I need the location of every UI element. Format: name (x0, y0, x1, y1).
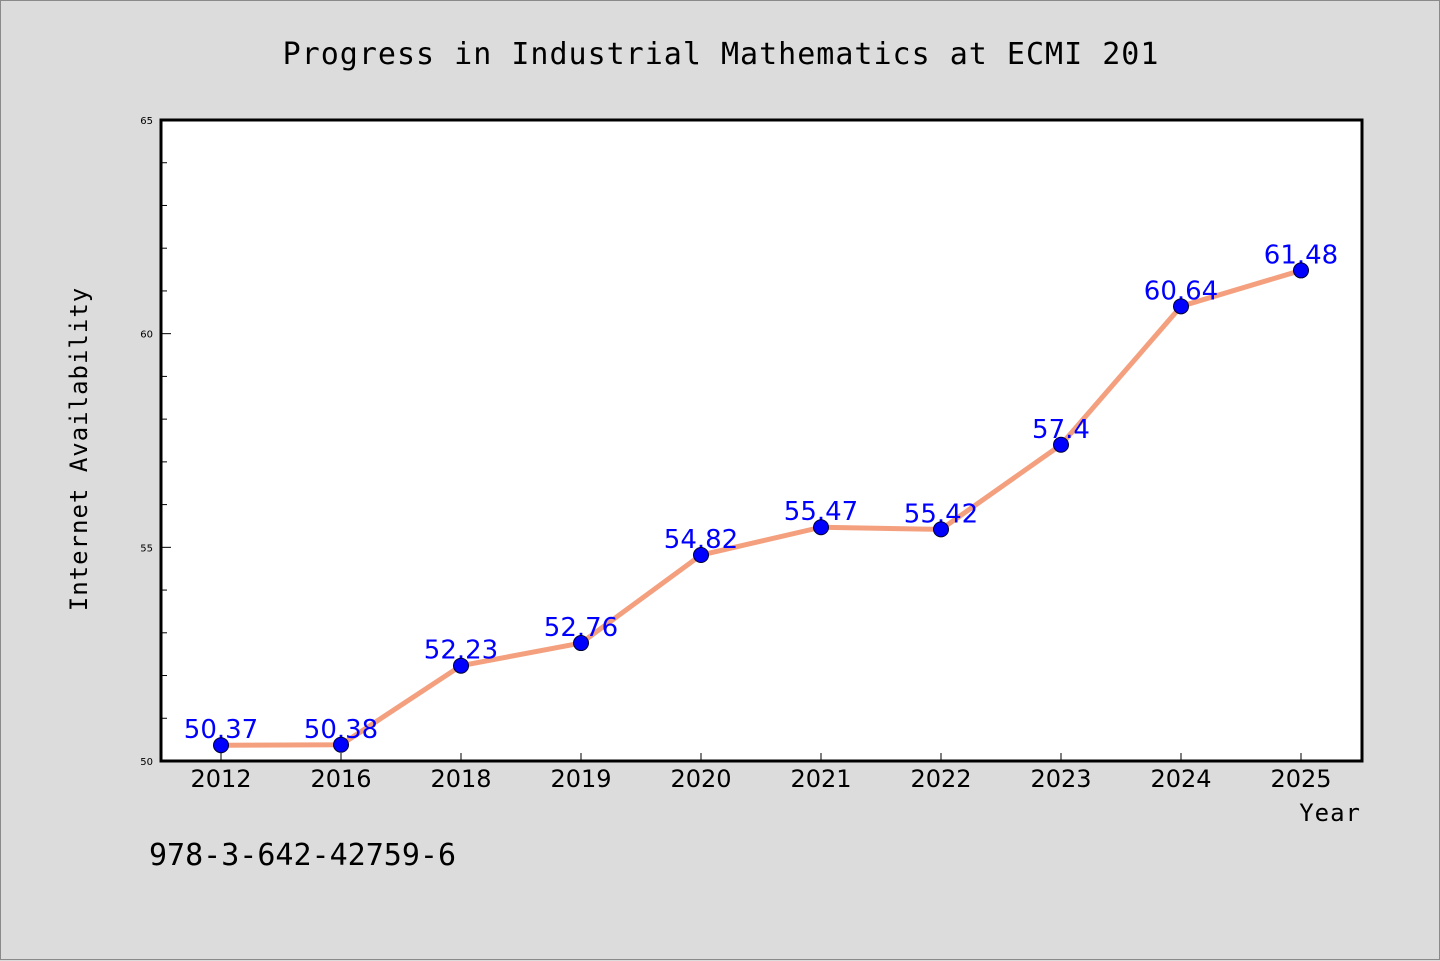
x-tick-label: 2016 (310, 765, 371, 793)
data-point (333, 736, 349, 753)
x-tick-label: 2018 (430, 765, 491, 793)
x-tick-label: 2025 (1270, 765, 1331, 793)
x-tick-label: 2019 (550, 765, 611, 793)
y-tick-label: 50 (140, 757, 153, 768)
x-tick-label: 2012 (190, 765, 251, 793)
isbn-text: 978-3-642-42759-6 (149, 838, 456, 873)
data-point (453, 657, 469, 674)
data-point (213, 737, 229, 754)
y-axis-label: Internet Availability (65, 287, 93, 611)
x-tick-label: 2023 (1030, 765, 1091, 793)
x-axis-label: Year (1299, 799, 1361, 827)
x-tick-label: 2020 (670, 765, 731, 793)
x-tick-label: 2021 (790, 765, 851, 793)
x-axis: 2012 2016 2018 2019 2020 2021 2022 2023 2024 2025 (190, 753, 1332, 793)
series-line (218, 267, 1304, 748)
data-point (1053, 436, 1069, 453)
data-point (1293, 262, 1309, 279)
data-point (573, 635, 589, 652)
data-point (933, 521, 949, 538)
plot-area (159, 118, 1364, 763)
y-axis: 50 55 60 65 (140, 116, 171, 768)
data-point (1173, 298, 1189, 315)
x-tick-label: 2022 (910, 765, 971, 793)
y-tick-label: 60 (140, 330, 153, 341)
data-point (693, 547, 709, 564)
x-tick-label: 2024 (1150, 765, 1211, 793)
y-tick-label: 55 (140, 543, 153, 554)
data-point (813, 519, 829, 536)
y-tick-label: 65 (140, 116, 153, 127)
chart-title: Progress in Industrial Mathematics at EC… (283, 37, 1160, 72)
